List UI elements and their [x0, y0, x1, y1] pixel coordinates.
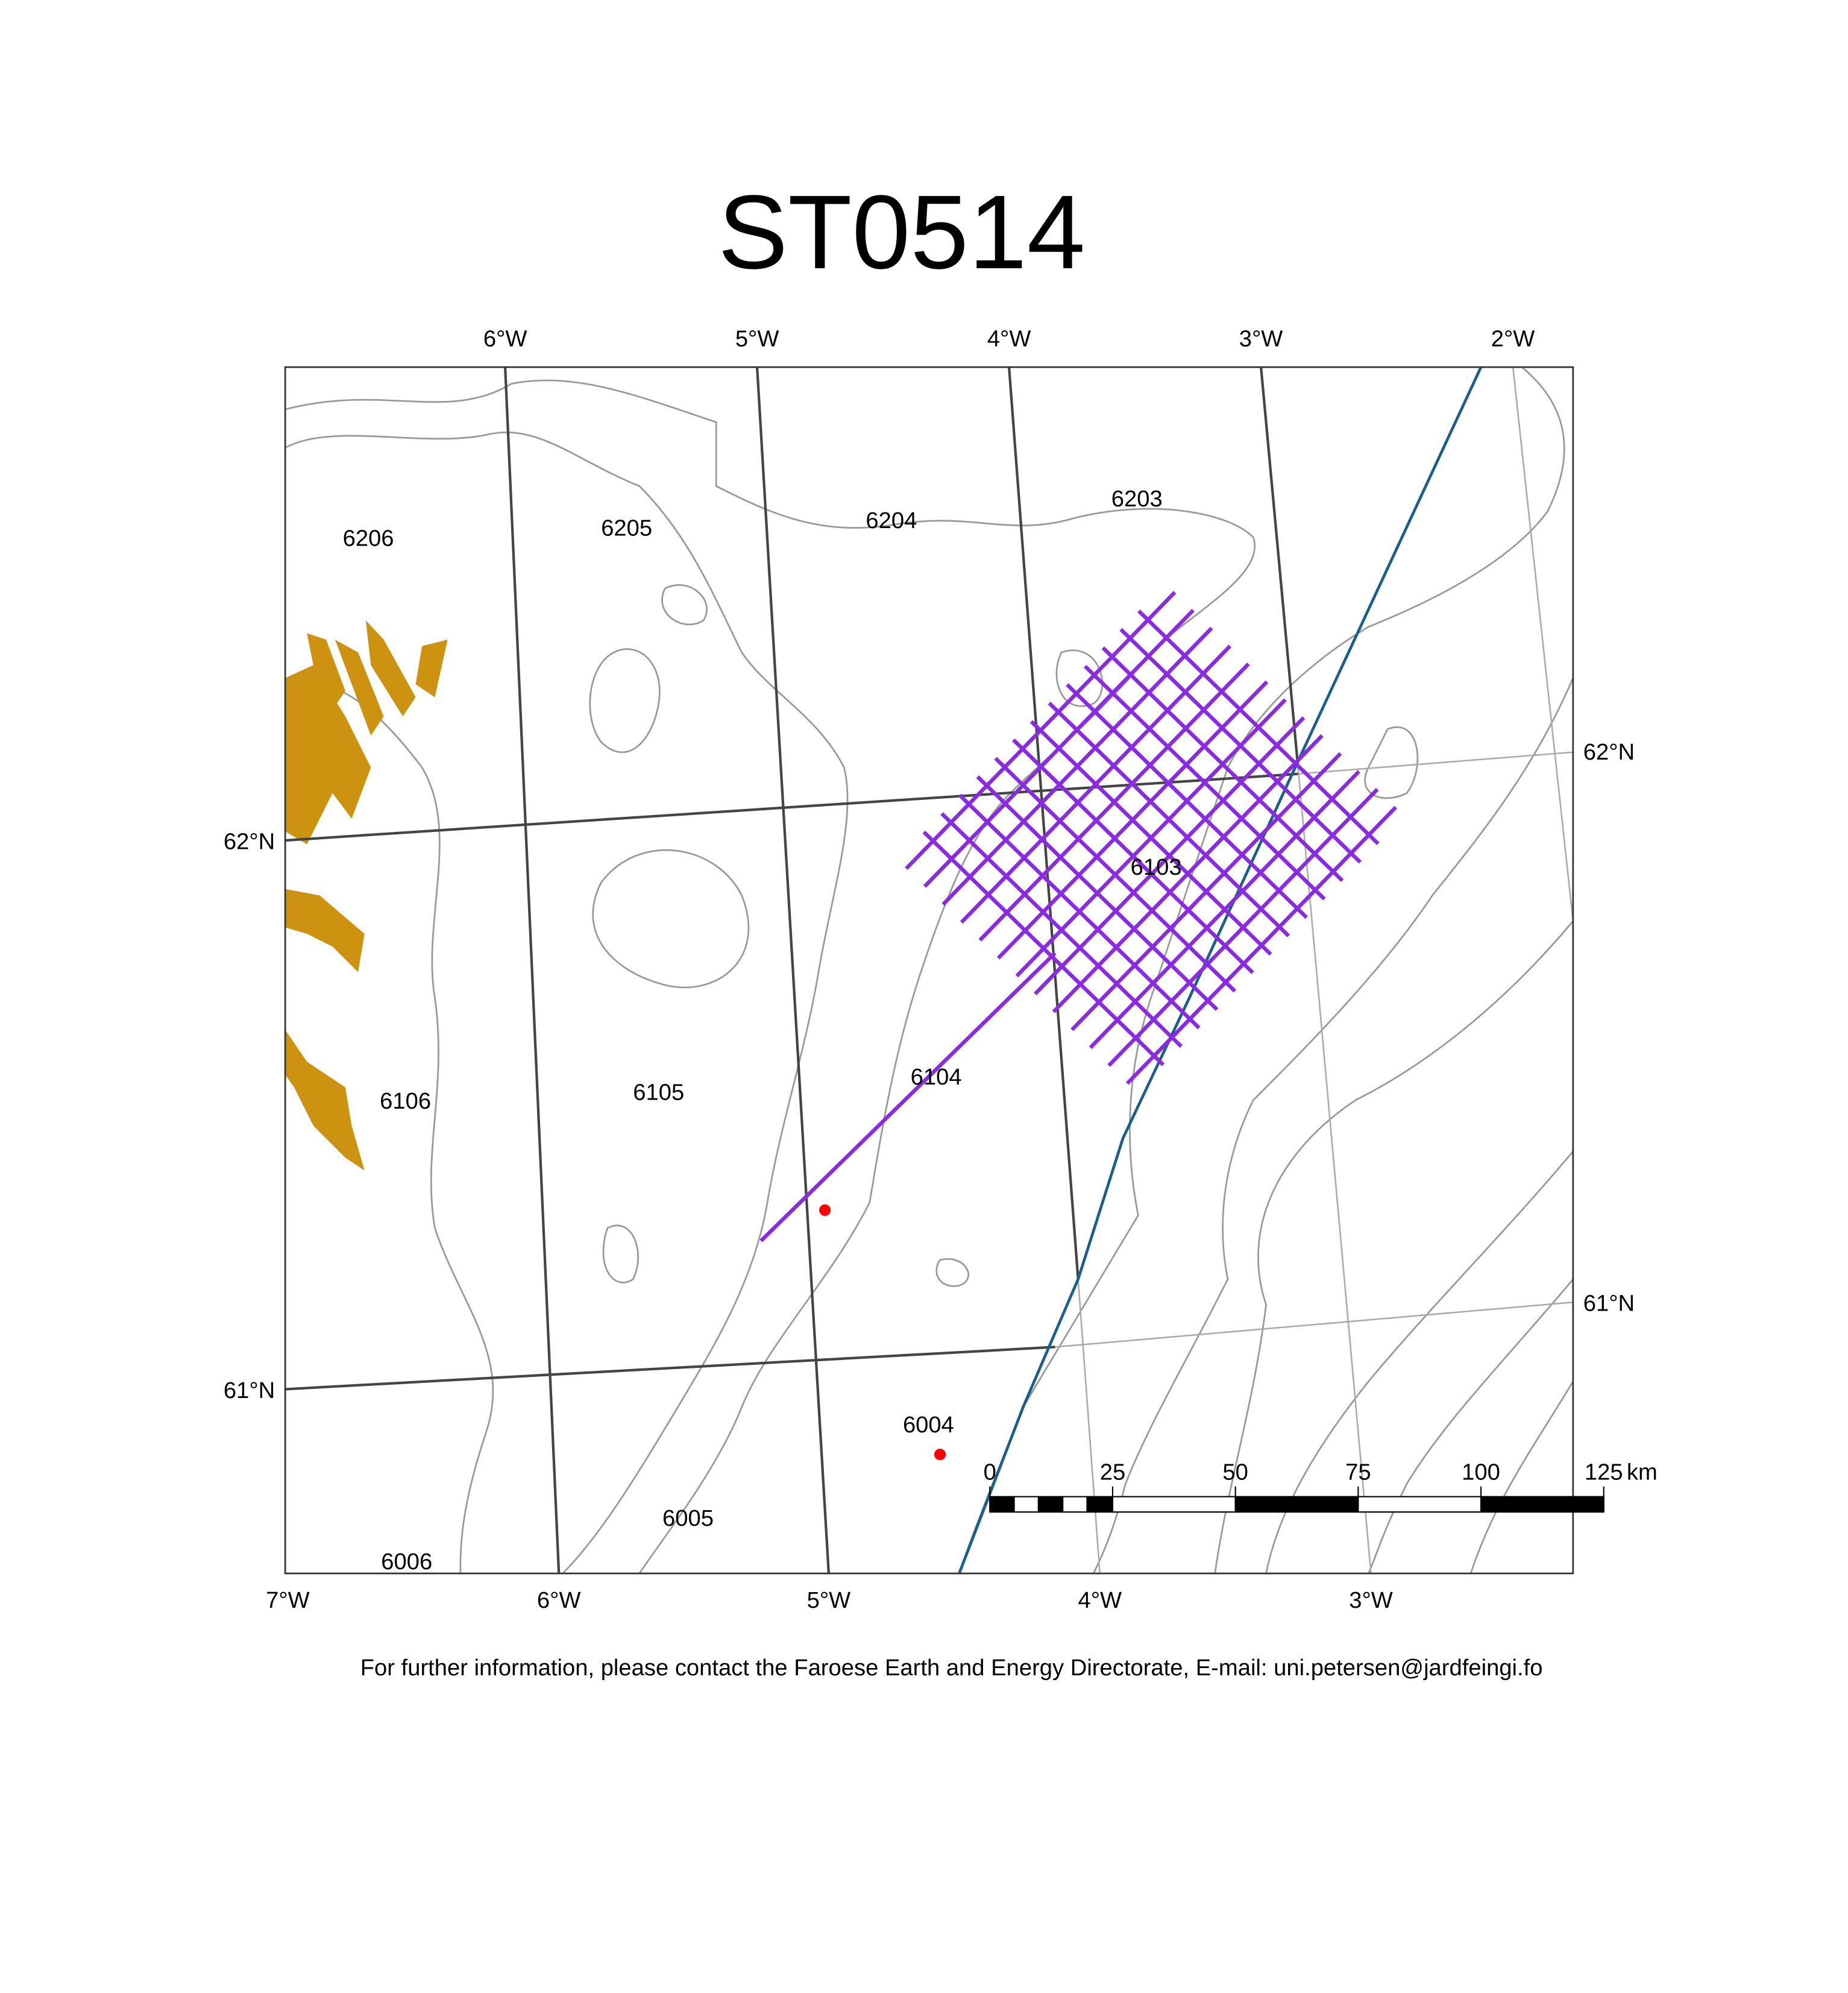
lat-label: 62°N — [1583, 739, 1635, 765]
island — [415, 639, 448, 697]
scale-label: 75 — [1345, 1459, 1371, 1485]
meridian — [1007, 367, 1080, 1280]
meridian — [1259, 367, 1300, 768]
scale-segment — [1357, 1496, 1482, 1513]
contour — [1368, 1279, 1574, 1574]
meridian — [755, 367, 831, 1574]
lon-label: 5°W — [735, 326, 779, 352]
block-label: 6004 — [903, 1412, 954, 1438]
well — [819, 1204, 831, 1216]
survey-line — [1070, 752, 1342, 1031]
scale-segment — [989, 1496, 1015, 1513]
block-label: 6006 — [381, 1549, 432, 1575]
block-label: 6206 — [343, 526, 394, 552]
title: ST0514 — [718, 173, 1085, 291]
island — [307, 633, 345, 710]
survey-line — [1137, 609, 1380, 845]
contour — [284, 379, 1256, 1574]
contour — [589, 648, 661, 754]
contours — [284, 366, 1574, 1574]
meridian — [1512, 367, 1574, 921]
survey-line — [1101, 646, 1344, 883]
island — [335, 639, 384, 736]
scale-label: 50 — [1222, 1459, 1248, 1485]
survey-line — [1089, 770, 1360, 1050]
survey-line — [1048, 701, 1290, 937]
scale-label: 25 — [1100, 1459, 1125, 1485]
block-label: 6104 — [911, 1064, 962, 1090]
survey-line — [1029, 720, 1272, 956]
lat-label: 62°N — [224, 828, 275, 854]
survey-line — [1107, 788, 1379, 1067]
scale-label: 0 — [984, 1459, 996, 1485]
contour — [935, 1258, 970, 1287]
block-label: 6203 — [1111, 486, 1163, 512]
parallel — [1055, 1301, 1573, 1348]
lat-label: 61°N — [224, 1377, 275, 1403]
contour — [602, 1224, 639, 1283]
contour — [661, 584, 708, 626]
scale-segment — [1234, 1496, 1359, 1513]
contour — [958, 366, 1565, 1574]
lon-label: 5°W — [807, 1587, 851, 1613]
survey-line — [1052, 734, 1324, 1013]
island — [365, 620, 416, 717]
block-label: 6005 — [662, 1505, 714, 1531]
contour — [284, 432, 849, 1574]
contour — [1092, 678, 1574, 1574]
meridian — [1077, 1279, 1101, 1574]
contour — [592, 849, 750, 989]
contour — [1364, 726, 1419, 799]
meridian — [503, 367, 561, 1574]
map-frame — [284, 366, 1574, 1575]
labels: 6°W 5°W 4°W 3°W 2°W 7°W 6°W 5°W 4°W 3°W … — [224, 326, 1635, 1613]
scale-unit: km — [1627, 1459, 1658, 1485]
contour — [1214, 920, 1574, 1574]
lon-label: 6°W — [483, 326, 527, 352]
lon-label: 3°W — [1239, 326, 1283, 352]
scale-segment — [1111, 1496, 1236, 1513]
parallel — [1298, 751, 1573, 775]
scale-segment — [1480, 1496, 1604, 1513]
lon-label: 2°W — [1491, 326, 1535, 352]
parallel — [285, 1346, 1055, 1391]
footer: For further information, please contact … — [360, 1655, 1543, 1681]
scale-segment — [1037, 1496, 1064, 1513]
block-label: 6105 — [633, 1079, 684, 1105]
island — [285, 665, 371, 845]
scale-bar: 0 25 50 75 100 125 km — [984, 1459, 1658, 1513]
block-label: 6106 — [380, 1088, 431, 1114]
survey-line — [1066, 683, 1308, 919]
lat-label: 61°N — [1583, 1290, 1635, 1316]
survey-line — [1083, 664, 1326, 901]
block-label: 6205 — [601, 515, 652, 541]
contour — [284, 683, 494, 1574]
island — [285, 889, 365, 972]
lon-label: 6°W — [537, 1587, 581, 1613]
scale-label: 125 — [1585, 1459, 1623, 1485]
lon-label: 4°W — [1078, 1587, 1122, 1613]
scale-segment — [1062, 1496, 1088, 1513]
contour — [1055, 649, 1104, 707]
islands — [285, 620, 448, 1171]
scale-segment — [1013, 1496, 1039, 1513]
well — [934, 1449, 946, 1461]
survey-line — [759, 951, 1057, 1242]
lon-label: 4°W — [987, 326, 1031, 352]
contour — [1469, 1381, 1574, 1574]
survey-line — [1125, 805, 1398, 1085]
graticule — [285, 367, 1574, 1574]
island — [285, 1030, 365, 1171]
survey-lines — [759, 591, 1398, 1242]
scale-label: 100 — [1462, 1459, 1500, 1485]
lon-label: 7°W — [266, 1587, 310, 1613]
meridian — [1297, 767, 1372, 1574]
survey-line — [1119, 628, 1362, 864]
scale-segment — [1086, 1496, 1114, 1513]
block-label: 6103 — [1131, 854, 1182, 880]
block-label: 6204 — [866, 508, 917, 534]
lon-label: 3°W — [1349, 1587, 1393, 1613]
